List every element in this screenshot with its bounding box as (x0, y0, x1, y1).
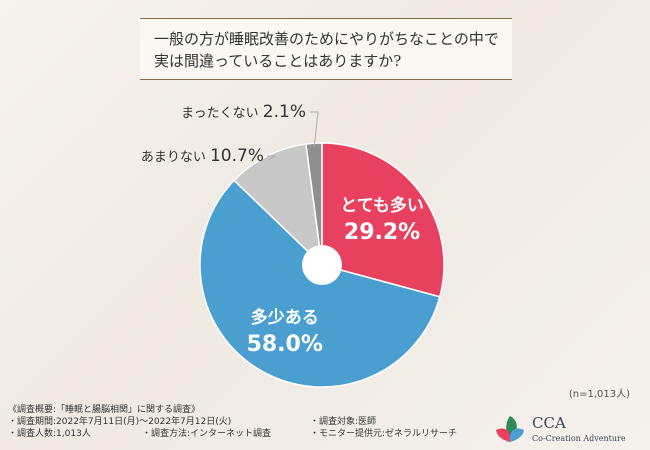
cca-logo-name: CCA (532, 414, 566, 432)
chart-title: 一般の方が睡眠改善のためにやりがちなことの中で 実は間違っていることはありますか… (140, 18, 512, 80)
chart-title-line-2: 実は間違っていることはありますか? (154, 52, 402, 70)
chart-title-line-1: 一般の方が睡眠改善のためにやりがちなことの中で (154, 30, 499, 48)
cca-logo-mark-icon (496, 416, 524, 442)
slice-totemo-ooi-value: 29.2% (344, 220, 420, 245)
slice-mattaku-nai (305, 142, 323, 266)
slice-mattaku-nai-leader-line (310, 111, 319, 148)
slice-tashou-aru-label: 多少ある (251, 307, 319, 328)
survey-heading: 《調査概要:「睡眠と腸脳相関」に関する調査》 (8, 405, 201, 415)
slice-amari-nai-value: 10.7% (210, 146, 264, 166)
survey-target: ・調査対象:医師 (310, 417, 377, 427)
sample-size: (n=1,013人) (568, 389, 630, 400)
slice-amari-nai-leader-line (267, 155, 277, 161)
survey-count: ・調査人数:1,013人 (8, 429, 91, 439)
slice-totemo-ooi (321, 142, 445, 298)
pie-center-hole (302, 245, 342, 285)
slice-tashou-aru-value: 58.0% (247, 332, 323, 357)
survey-method: ・調査方法:インターネット調査 (142, 429, 272, 439)
cca-logo: CCA Co-Creation Adventure (492, 412, 642, 448)
survey-summary: 《調査概要:「睡眠と腸脳相関」に関する調査》 ・調査期間:2022年7月11日(… (8, 404, 488, 440)
slice-totemo-ooi-label: とても多い (340, 195, 424, 216)
cca-logo-subtitle: Co-Creation Adventure (532, 434, 626, 443)
slice-mattaku-nai-value: 2.1% (263, 102, 306, 122)
slice-amari-nai-label-text: あまりない (141, 150, 210, 165)
survey-provider: ・モニター提供元:ゼネラルリサーチ (310, 429, 458, 439)
slice-amari-nai-label: あまりない 10.7% (141, 146, 264, 166)
slice-mattaku-nai-label-text: まったくない (181, 106, 263, 121)
slice-amari-nai (233, 143, 324, 268)
survey-period: ・調査期間:2022年7月11日(月)〜2022年7月12日(火) (8, 417, 232, 427)
slice-mattaku-nai-label: まったくない 2.1% (181, 102, 306, 122)
